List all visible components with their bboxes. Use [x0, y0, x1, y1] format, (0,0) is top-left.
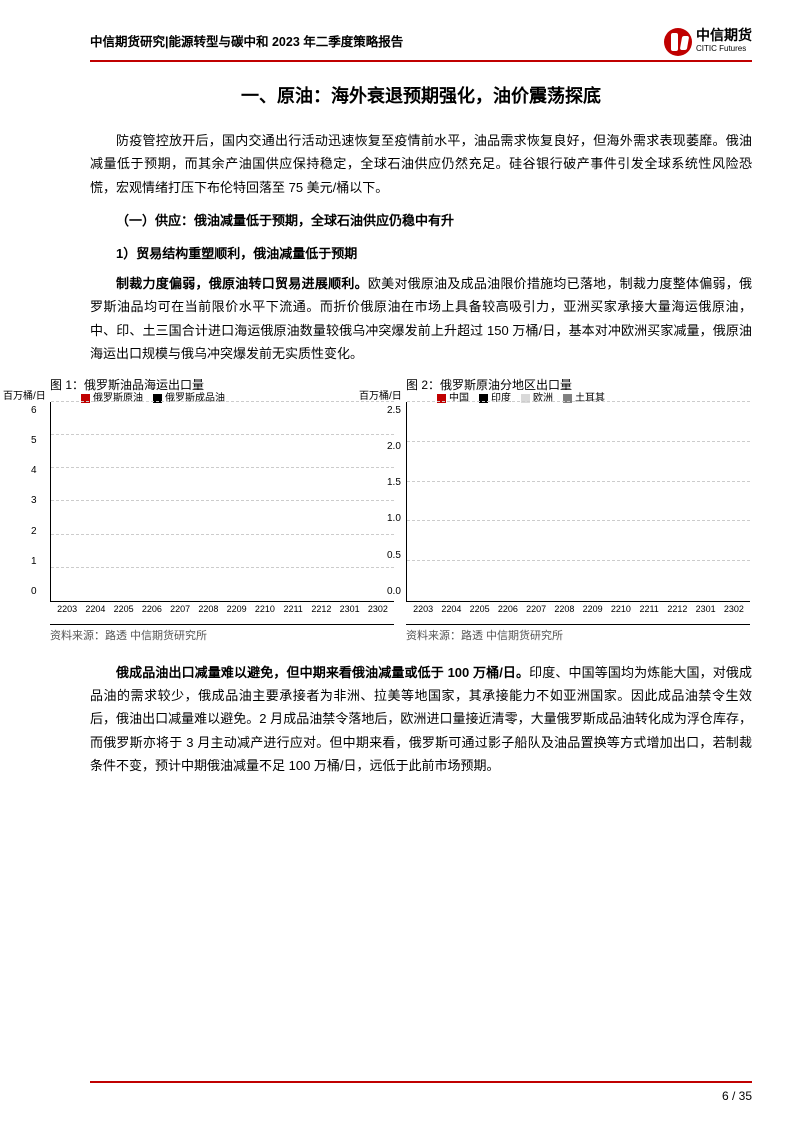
chart-1-source: 资料来源：路透 中信期货研究所 — [50, 624, 394, 647]
y-tick: 0.0 — [387, 583, 401, 601]
grid-line — [407, 401, 750, 402]
grid-line — [51, 534, 394, 535]
section-title: 一、原油：海外衰退预期强化，油价震荡探底 — [90, 80, 752, 112]
header-breadcrumb: 中信期货研究|能源转型与碳中和 2023 年二季度策略报告 — [90, 31, 403, 54]
x-tick: 2301 — [696, 601, 716, 617]
chart-1-bars: 2203220422052206220722082209221022112212… — [51, 402, 394, 601]
chart-1-area: 百万桶/日 俄罗斯原油俄罗斯成品油 6543210 22032204220522… — [50, 402, 394, 602]
x-tick: 2208 — [554, 601, 574, 617]
brand-logo: 中信期货 CITIC Futures — [664, 28, 752, 56]
page-sep: / — [732, 1089, 739, 1103]
x-tick: 2212 — [667, 601, 687, 617]
x-tick: 2207 — [526, 601, 546, 617]
y-tick: 1 — [31, 553, 37, 571]
x-tick: 2209 — [583, 601, 603, 617]
x-tick: 2212 — [311, 601, 331, 617]
chart-2-source: 资料来源：路透 中信期货研究所 — [406, 624, 750, 647]
y-tick: 2 — [31, 523, 37, 541]
y-tick: 0 — [31, 583, 37, 601]
para2-lead: 制裁力度偏弱，俄原油转口贸易进展顺利。 — [116, 276, 368, 291]
y-tick: 5 — [31, 432, 37, 450]
page-footer: 6 / 35 — [90, 1081, 752, 1108]
y-tick: 2.5 — [387, 402, 401, 420]
grid-line — [51, 401, 394, 402]
chart-2: 图 2：俄罗斯原油分地区出口量 百万桶/日 中国印度欧洲土耳其 2.52.01.… — [406, 375, 750, 646]
x-tick: 2302 — [368, 601, 388, 617]
x-tick: 2205 — [470, 601, 490, 617]
x-tick: 2210 — [611, 601, 631, 617]
x-tick: 2204 — [441, 601, 461, 617]
chart-1-ylabel: 百万桶/日 — [3, 388, 46, 406]
page-total: 35 — [739, 1089, 752, 1103]
x-tick: 2203 — [413, 601, 433, 617]
x-tick: 2208 — [198, 601, 218, 617]
paragraph-2: 制裁力度偏弱，俄原油转口贸易进展顺利。欧美对俄原油及成品油限价措施均已落地，制裁… — [90, 272, 752, 366]
x-tick: 2211 — [283, 601, 302, 617]
grid-line — [51, 434, 394, 435]
brand-name-cn: 中信期货 — [696, 28, 752, 42]
x-tick: 2209 — [227, 601, 247, 617]
x-tick: 2206 — [142, 601, 162, 617]
x-tick: 2206 — [498, 601, 518, 617]
grid-line — [407, 560, 750, 561]
x-tick: 2211 — [639, 601, 658, 617]
page-header: 中信期货研究|能源转型与碳中和 2023 年二季度策略报告 中信期货 CITIC… — [90, 28, 752, 62]
y-tick: 1.0 — [387, 510, 401, 528]
para3-body: 印度、中国等国均为炼能大国，对俄成品油的需求较少，俄成品油主要承接者为非洲、拉美… — [90, 665, 752, 774]
x-tick: 2210 — [255, 601, 275, 617]
x-tick: 2203 — [57, 601, 77, 617]
grid-line — [51, 500, 394, 501]
y-tick: 1.5 — [387, 474, 401, 492]
page-number: 6 — [722, 1089, 729, 1103]
chart-1: 图 1：俄罗斯油品海运出口量 百万桶/日 俄罗斯原油俄罗斯成品油 6543210… — [50, 375, 394, 646]
x-tick: 2205 — [114, 601, 134, 617]
x-tick: 2302 — [724, 601, 744, 617]
grid-line — [407, 481, 750, 482]
x-tick: 2301 — [340, 601, 360, 617]
y-tick: 0.5 — [387, 547, 401, 565]
brand-logo-icon — [664, 28, 692, 56]
y-tick: 6 — [31, 402, 37, 420]
charts-row: 图 1：俄罗斯油品海运出口量 百万桶/日 俄罗斯原油俄罗斯成品油 6543210… — [50, 375, 750, 646]
paragraph-1: 防疫管控放开后，国内交通出行活动迅速恢复至疫情前水平，油品需求恢复良好，但海外需… — [90, 129, 752, 199]
chart-1-yticks: 6 5 4 3 2 1 0 — [31, 402, 37, 601]
paragraph-3: 俄成品油出口减量难以避免，但中期来看俄油减量或低于 100 万桶/日。印度、中国… — [90, 661, 752, 778]
grid-line — [407, 441, 750, 442]
grid-line — [51, 567, 394, 568]
y-tick: 4 — [31, 462, 37, 480]
chart-2-yticks: 2.5 2.0 1.5 1.0 0.5 0.0 — [387, 402, 401, 601]
grid-line — [51, 467, 394, 468]
x-tick: 2204 — [85, 601, 105, 617]
subheading-1: （一）供应：俄油减量低于预期，全球石油供应仍稳中有升 — [90, 209, 752, 232]
y-tick: 2.0 — [387, 438, 401, 456]
chart-2-area: 百万桶/日 中国印度欧洲土耳其 2.52.01.51.00.50.0 22032… — [406, 402, 750, 602]
para3-lead: 俄成品油出口减量难以避免，但中期来看俄油减量或低于 100 万桶/日。 — [116, 665, 529, 680]
x-tick: 2207 — [170, 601, 190, 617]
brand-name-en: CITIC Futures — [696, 42, 752, 56]
chart-2-bars: 2203220422052206220722082209221022112212… — [407, 402, 750, 601]
y-tick: 3 — [31, 492, 37, 510]
grid-line — [407, 520, 750, 521]
subheading-2: 1）贸易结构重塑顺利，俄油减量低于预期 — [90, 242, 752, 265]
